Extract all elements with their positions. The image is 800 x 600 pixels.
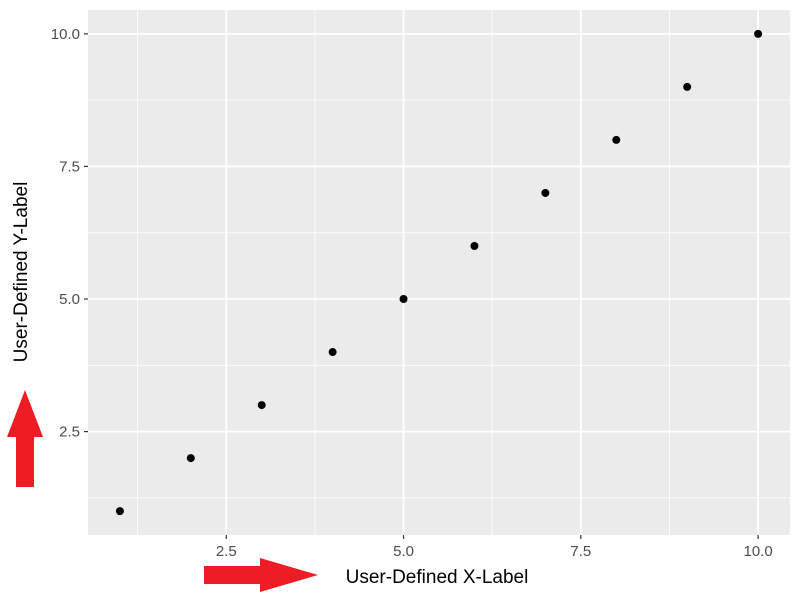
data-point: [186, 454, 195, 463]
y-tick-label: 10.0: [51, 26, 80, 43]
plot-panel: [88, 10, 790, 535]
data-point: [612, 135, 621, 144]
x-tick-label: 5.0: [393, 543, 414, 560]
y-tick-label: 2.5: [59, 424, 80, 441]
x-tick-label: 10.0: [743, 543, 772, 560]
data-points: [115, 29, 763, 516]
data-point: [328, 348, 337, 357]
data-point: [754, 29, 763, 38]
x-tick-label: 7.5: [570, 543, 591, 560]
data-point: [399, 295, 408, 304]
data-point: [257, 401, 266, 410]
x-axis-title: User-Defined X-Label: [346, 567, 529, 588]
right-arrow-icon: [204, 558, 318, 592]
data-point: [683, 82, 692, 91]
minor-gridlines: [88, 10, 790, 535]
major-gridlines: [88, 10, 790, 535]
y-tick-label: 7.5: [59, 158, 80, 175]
y-axis-ticks: 2.5 5.0 7.5 10.0: [51, 26, 88, 441]
x-axis-ticks: 2.5 5.0 7.5 10.0: [216, 535, 773, 560]
data-point: [470, 241, 479, 250]
data-point: [541, 188, 550, 197]
y-tick-label: 5.0: [59, 291, 80, 308]
y-axis-title: User-Defined Y-Label: [11, 182, 32, 363]
data-point: [115, 507, 124, 516]
up-arrow-icon: [7, 390, 43, 487]
x-tick-label: 2.5: [216, 543, 237, 560]
